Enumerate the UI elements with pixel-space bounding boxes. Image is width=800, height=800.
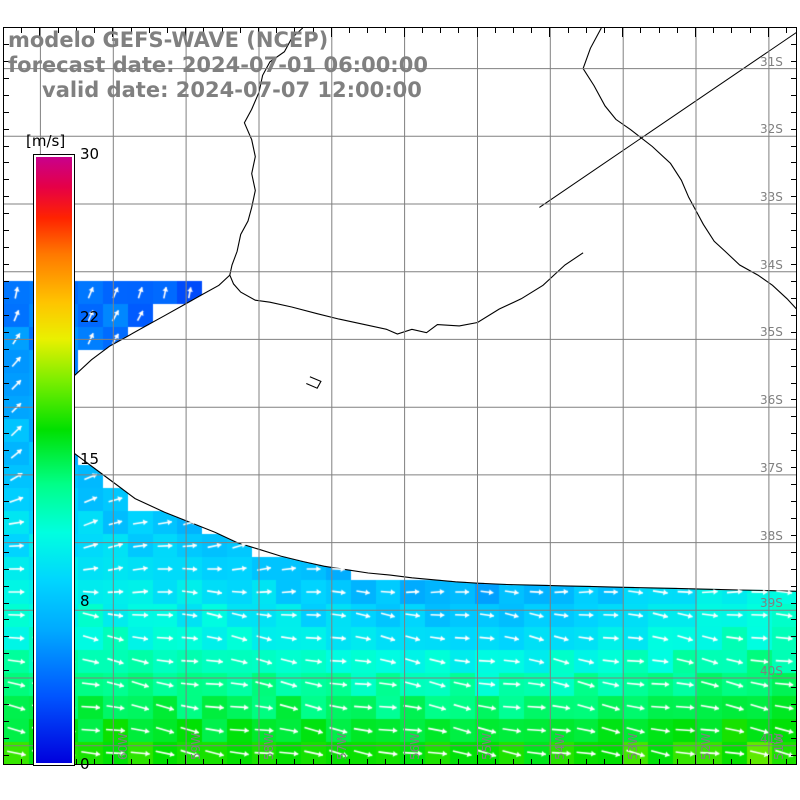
colorbar-unit-label: [m/s] xyxy=(26,132,66,150)
colorbar-tick-8: 8 xyxy=(80,592,90,611)
lon-label-52W: 52W xyxy=(699,732,714,760)
lat-label-36S: 36S xyxy=(760,393,783,408)
lon-label-54W: 54W xyxy=(553,732,568,760)
lat-label-35S: 35S xyxy=(760,325,783,340)
lat-label-33S: 33S xyxy=(760,190,783,205)
lat-label-31S: 31S xyxy=(760,54,783,69)
colorbar-tick-0: 0 xyxy=(80,755,90,773)
lon-label-59W: 59W xyxy=(189,732,204,760)
colorbar-tick-15: 15 xyxy=(80,450,100,468)
colorbar-tick-22: 22 xyxy=(80,307,100,326)
lon-label-56W: 56W xyxy=(407,732,422,760)
lat-label-39S: 39S xyxy=(760,596,783,611)
lon-label-55W: 55W xyxy=(480,732,495,760)
colorbar-tick-30: 30 xyxy=(80,145,100,163)
lon-label-51W: 51W xyxy=(771,732,786,760)
colorbar-gradient xyxy=(33,154,75,766)
lat-label-41S: 41S xyxy=(760,731,783,746)
lat-label-34S: 34S xyxy=(760,257,783,272)
lat-label-38S: 38S xyxy=(760,528,783,543)
lat-label-32S: 32S xyxy=(760,122,783,137)
lon-label-58W: 58W xyxy=(261,732,276,760)
lat-label-40S: 40S xyxy=(760,663,783,678)
lon-label-53W: 53W xyxy=(626,732,641,760)
lat-label-37S: 37S xyxy=(760,460,783,475)
lon-label-60W: 60W xyxy=(116,732,131,760)
wind-speed-raster xyxy=(4,28,796,764)
lon-label-57W: 57W xyxy=(334,732,349,760)
colorbar xyxy=(33,154,75,766)
